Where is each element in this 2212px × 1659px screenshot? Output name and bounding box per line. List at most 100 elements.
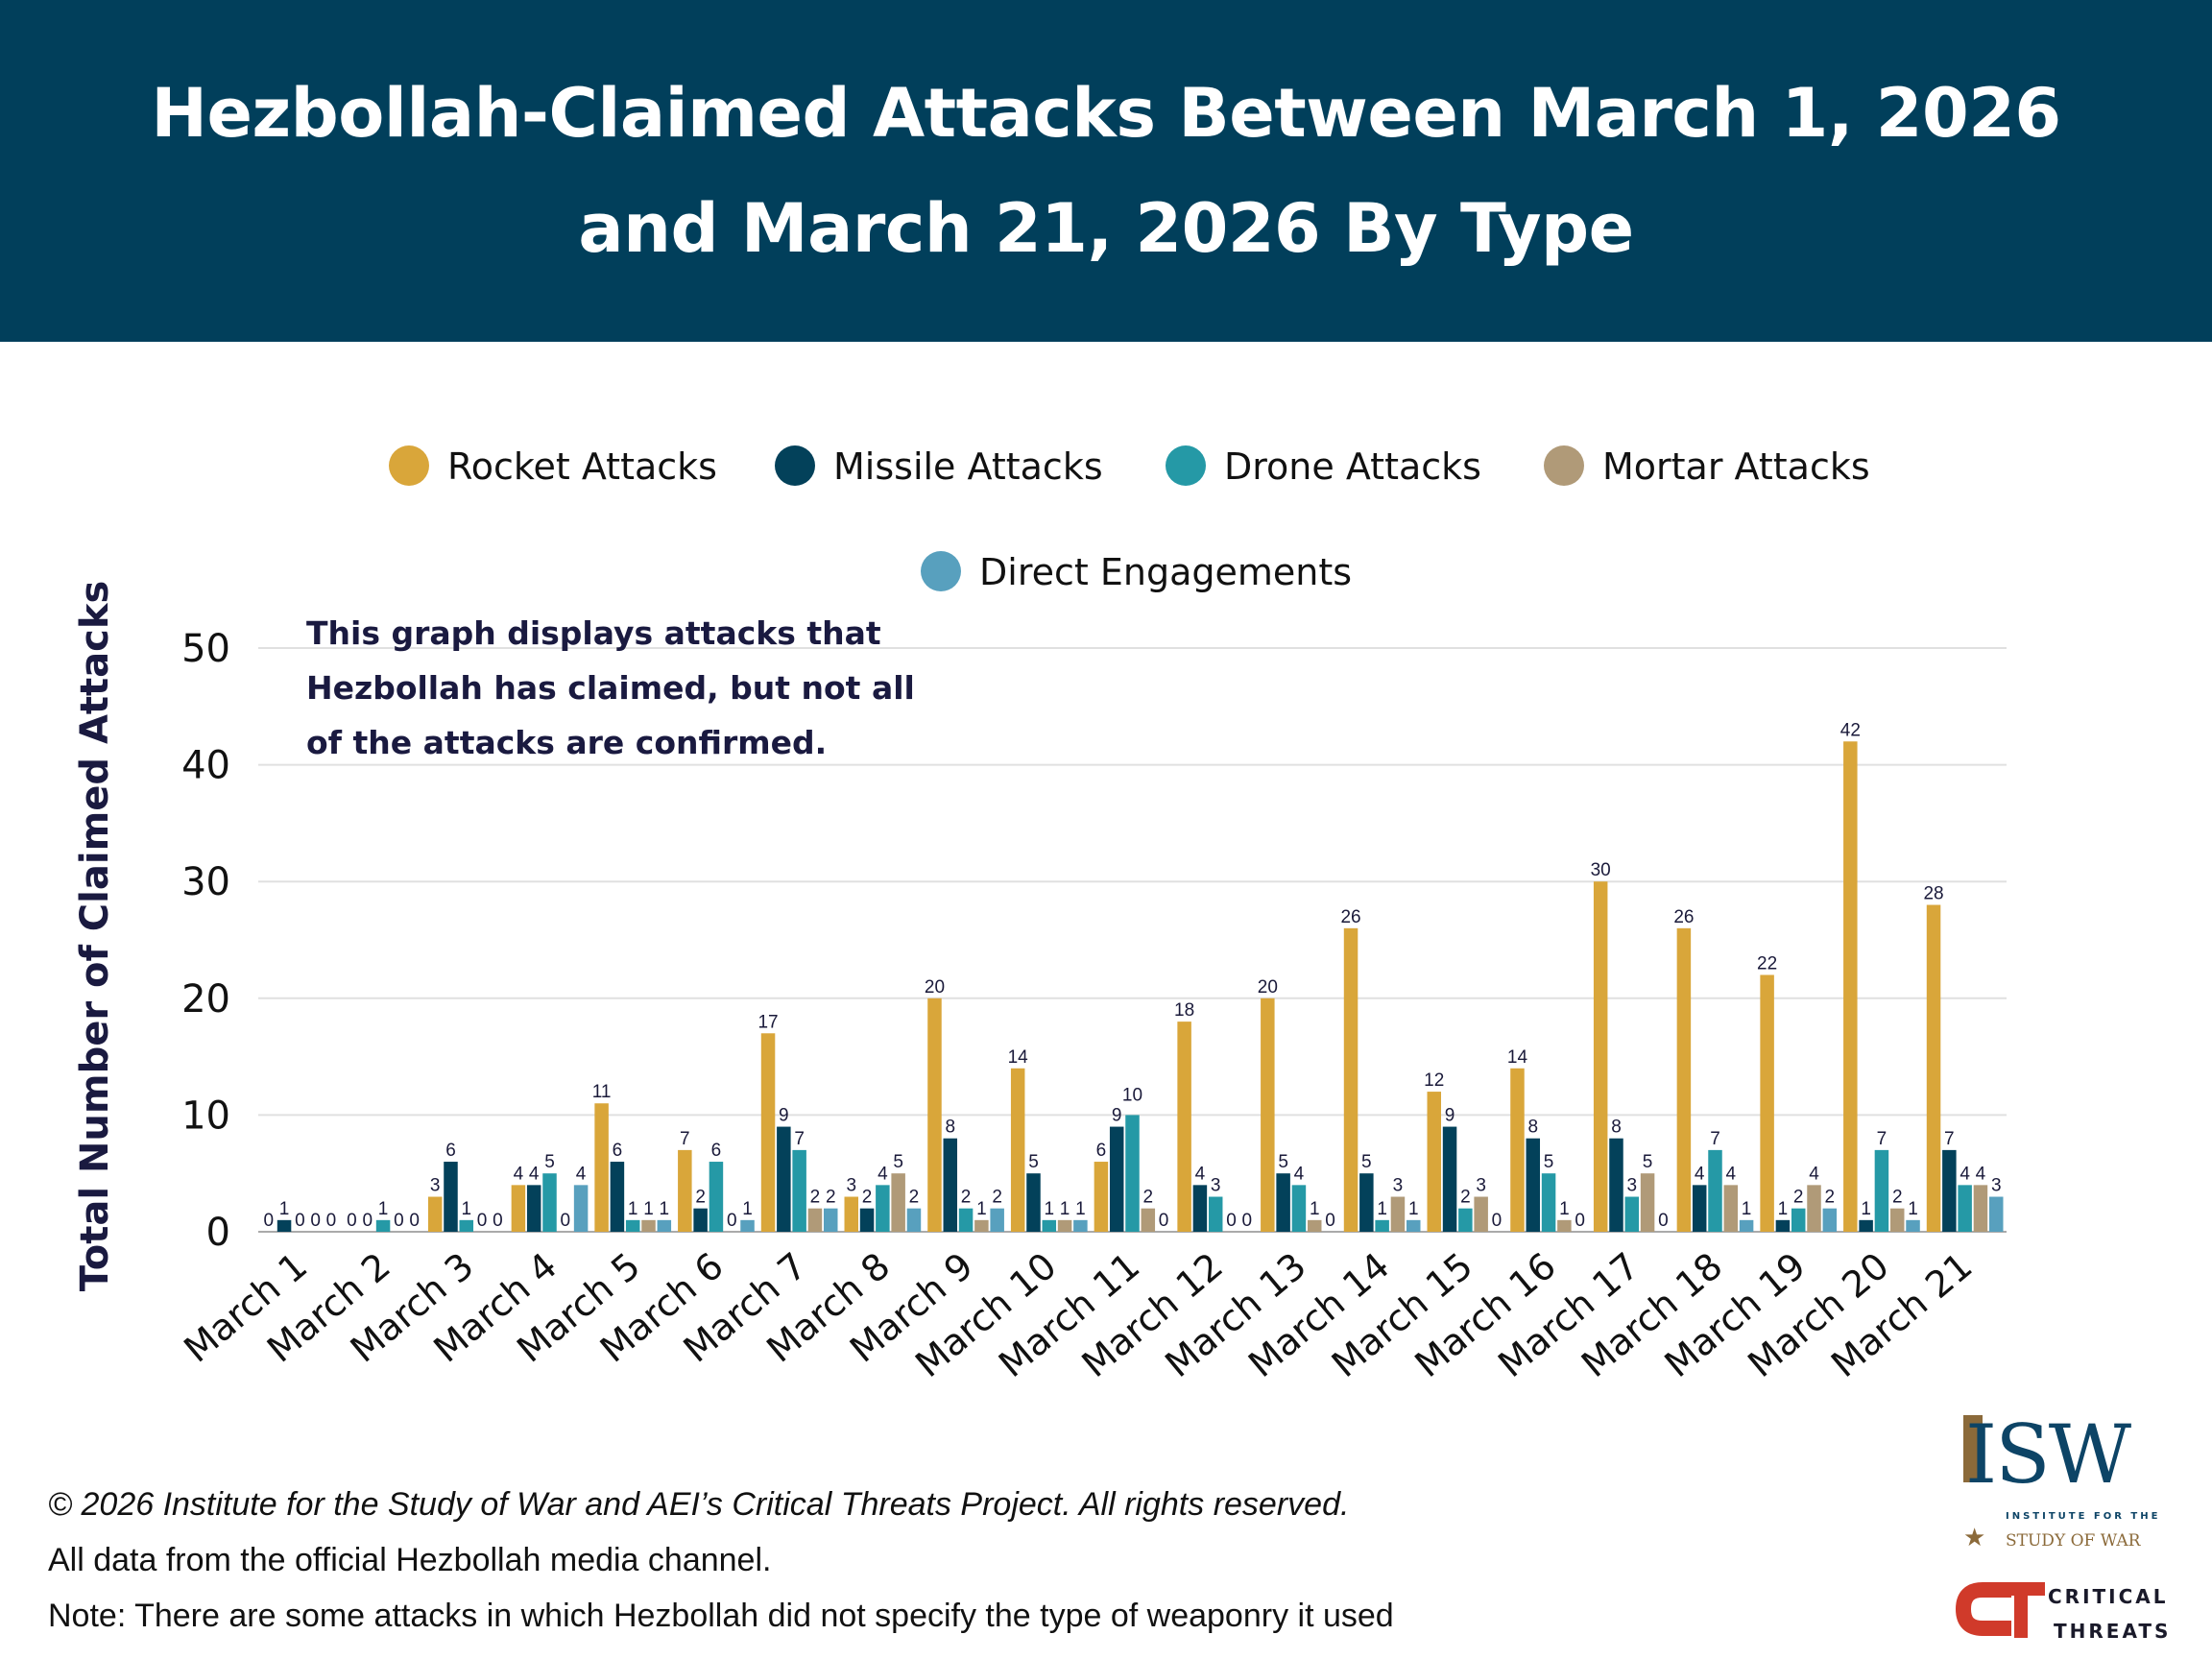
annotation-line2: Hezbollah has claimed, but not all bbox=[306, 669, 915, 707]
data-label: 4 bbox=[1695, 1164, 1705, 1184]
data-label: 5 bbox=[893, 1152, 903, 1172]
data-label: 2 bbox=[961, 1188, 972, 1208]
bar bbox=[1458, 1208, 1473, 1232]
data-label: 4 bbox=[1809, 1164, 1819, 1184]
bar bbox=[1291, 1185, 1307, 1232]
bar bbox=[511, 1185, 526, 1232]
bar bbox=[1708, 1149, 1722, 1232]
bar bbox=[792, 1149, 806, 1232]
bar bbox=[1010, 1068, 1025, 1232]
bar bbox=[610, 1162, 625, 1232]
bar bbox=[1926, 904, 1941, 1232]
bar bbox=[641, 1219, 656, 1232]
data-label: 4 bbox=[576, 1164, 587, 1184]
bar bbox=[1859, 1219, 1873, 1232]
data-label: 4 bbox=[1195, 1164, 1206, 1184]
data-label: 9 bbox=[779, 1106, 789, 1126]
bar bbox=[1593, 881, 1608, 1232]
data-label: 4 bbox=[1726, 1164, 1737, 1184]
bar bbox=[1427, 1092, 1442, 1232]
bar bbox=[1026, 1173, 1041, 1232]
data-label: 3 bbox=[1991, 1176, 2002, 1196]
source-text: All data from the official Hezbollah med… bbox=[48, 1542, 772, 1578]
data-label: 42 bbox=[1840, 720, 1861, 740]
y-tick-label: 20 bbox=[181, 977, 230, 1022]
annotation-line1: This graph displays attacks that bbox=[306, 614, 881, 652]
bar bbox=[1343, 927, 1358, 1232]
data-label: 11 bbox=[592, 1082, 612, 1102]
bar bbox=[1973, 1185, 1988, 1232]
data-label: 0 bbox=[561, 1211, 571, 1231]
bar bbox=[876, 1185, 890, 1232]
bar bbox=[1557, 1219, 1572, 1232]
data-label: 17 bbox=[757, 1012, 778, 1032]
data-label: 10 bbox=[1122, 1086, 1142, 1106]
data-label: 1 bbox=[378, 1199, 389, 1219]
legend-swatch bbox=[1166, 445, 1206, 486]
data-label: 2 bbox=[826, 1188, 836, 1208]
bar bbox=[375, 1219, 391, 1232]
bar bbox=[1609, 1138, 1623, 1232]
bar bbox=[1073, 1219, 1088, 1232]
legend-item: Direct Engagements bbox=[921, 551, 1352, 593]
data-label: 0 bbox=[362, 1211, 373, 1231]
legend-item: Rocket Attacks bbox=[389, 445, 717, 488]
data-label: 20 bbox=[1258, 977, 1278, 998]
data-label: 1 bbox=[1408, 1199, 1419, 1219]
data-label: 6 bbox=[1096, 1141, 1107, 1161]
data-label: 7 bbox=[1944, 1129, 1955, 1149]
data-label: 0 bbox=[394, 1211, 404, 1231]
data-label: 1 bbox=[742, 1199, 753, 1219]
data-label: 1 bbox=[1861, 1199, 1871, 1219]
legend-swatch bbox=[389, 445, 429, 486]
data-label: 8 bbox=[945, 1118, 955, 1138]
bar bbox=[1177, 1022, 1191, 1232]
bar bbox=[760, 1033, 776, 1232]
data-label: 0 bbox=[1575, 1211, 1585, 1231]
legend-swatch bbox=[775, 445, 815, 486]
bar-group: 14 85 10 bbox=[1507, 1047, 1585, 1232]
chart-title-line2: and March 21, 2026 By Type bbox=[578, 189, 1634, 268]
data-label: 3 bbox=[846, 1176, 856, 1196]
data-label: 0 bbox=[347, 1211, 357, 1231]
svg-text:STUDY OF WAR: STUDY OF WAR bbox=[2006, 1531, 2142, 1551]
data-label: 8 bbox=[1611, 1118, 1622, 1138]
bar bbox=[594, 1103, 609, 1232]
legend: Rocket Attacks Missile Attacks Drone Attac… bbox=[389, 445, 1870, 593]
data-label: 28 bbox=[1923, 884, 1943, 904]
y-tick-label: 10 bbox=[181, 1094, 230, 1138]
copyright-text: © 2026 Institute for the Study of War an… bbox=[48, 1486, 1350, 1523]
bar bbox=[1375, 1219, 1389, 1232]
data-label: 6 bbox=[445, 1141, 456, 1161]
y-axis-ticks: 0 10 20 30 40 50 bbox=[181, 627, 230, 1255]
svg-text:ISW: ISW bbox=[1965, 1407, 2132, 1502]
data-label: 0 bbox=[409, 1211, 420, 1231]
data-label: 1 bbox=[1778, 1199, 1789, 1219]
data-label: 9 bbox=[1112, 1106, 1122, 1126]
title-banner: Hezbollah-Claimed Attacks Between March … bbox=[0, 0, 2212, 342]
data-label: 1 bbox=[1742, 1199, 1752, 1219]
bar bbox=[844, 1196, 859, 1232]
bar bbox=[1791, 1208, 1806, 1232]
data-label: 4 bbox=[514, 1164, 524, 1184]
bar bbox=[807, 1208, 823, 1232]
data-label: 2 bbox=[1892, 1188, 1903, 1208]
bar bbox=[709, 1162, 724, 1232]
svg-text:INSTITUTE FOR THE: INSTITUTE FOR THE bbox=[2006, 1511, 2160, 1522]
bar bbox=[1141, 1208, 1156, 1232]
data-label: 14 bbox=[1008, 1047, 1029, 1068]
bar bbox=[1988, 1196, 2004, 1232]
bar bbox=[943, 1138, 958, 1232]
y-tick-label: 30 bbox=[181, 860, 230, 904]
data-label: 2 bbox=[695, 1188, 706, 1208]
bar bbox=[1676, 927, 1692, 1232]
data-label: 1 bbox=[660, 1199, 670, 1219]
legend-label: Mortar Attacks bbox=[1602, 445, 1870, 488]
data-label: 4 bbox=[1294, 1164, 1305, 1184]
